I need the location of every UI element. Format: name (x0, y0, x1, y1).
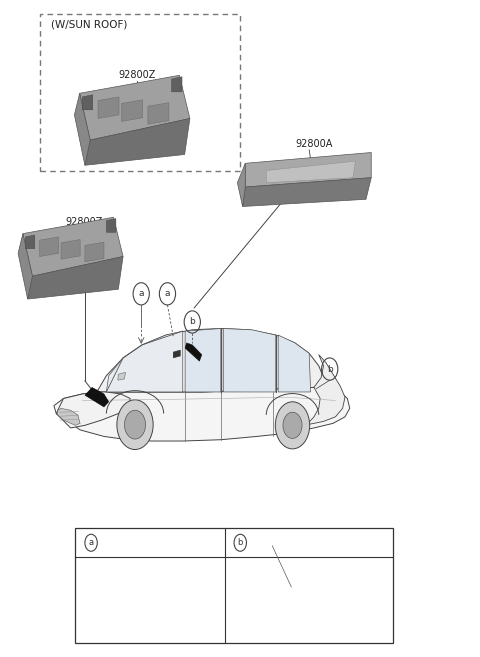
FancyBboxPatch shape (75, 528, 393, 643)
Polygon shape (223, 328, 276, 392)
Polygon shape (82, 95, 93, 110)
Polygon shape (268, 587, 272, 618)
Polygon shape (98, 97, 119, 118)
Polygon shape (173, 350, 180, 358)
Polygon shape (278, 335, 311, 392)
Polygon shape (171, 77, 182, 92)
Text: b: b (190, 317, 195, 327)
Text: a: a (165, 289, 170, 298)
Polygon shape (121, 100, 143, 122)
Polygon shape (272, 597, 332, 618)
Polygon shape (282, 597, 323, 613)
Ellipse shape (115, 600, 141, 616)
Circle shape (283, 412, 302, 438)
Polygon shape (107, 219, 116, 233)
Polygon shape (245, 152, 371, 187)
Polygon shape (54, 388, 350, 441)
Polygon shape (185, 343, 202, 361)
Polygon shape (148, 102, 169, 124)
Text: 92850R: 92850R (252, 535, 290, 545)
Polygon shape (238, 164, 245, 206)
Polygon shape (85, 242, 104, 261)
Circle shape (276, 402, 310, 449)
Polygon shape (185, 328, 221, 392)
Polygon shape (39, 237, 59, 256)
Polygon shape (118, 373, 125, 380)
Text: a: a (88, 538, 94, 547)
Polygon shape (85, 388, 109, 407)
Polygon shape (107, 331, 183, 392)
Polygon shape (61, 240, 80, 259)
Text: b: b (327, 365, 333, 374)
Polygon shape (28, 256, 123, 299)
Polygon shape (272, 581, 332, 600)
Polygon shape (56, 392, 130, 428)
Text: 92800A: 92800A (295, 139, 332, 148)
Text: 92850L: 92850L (252, 545, 288, 555)
Polygon shape (97, 328, 324, 392)
Text: (W/SUN ROOF): (W/SUN ROOF) (51, 20, 128, 30)
Polygon shape (242, 177, 371, 206)
Text: 92800Z: 92800Z (66, 217, 103, 227)
Text: 92800Z: 92800Z (119, 70, 156, 80)
Polygon shape (115, 585, 141, 608)
Polygon shape (25, 235, 35, 249)
Text: 92890A: 92890A (103, 538, 141, 548)
Polygon shape (80, 76, 190, 140)
Polygon shape (18, 234, 33, 299)
Polygon shape (307, 355, 345, 424)
Ellipse shape (122, 583, 134, 591)
FancyBboxPatch shape (39, 14, 240, 171)
Ellipse shape (115, 578, 141, 592)
Text: a: a (138, 289, 144, 298)
Polygon shape (85, 118, 190, 166)
Polygon shape (266, 161, 356, 183)
Polygon shape (74, 93, 90, 166)
Text: b: b (238, 538, 243, 547)
Polygon shape (58, 408, 80, 425)
Circle shape (117, 400, 153, 449)
Polygon shape (23, 217, 123, 276)
Circle shape (124, 410, 145, 439)
